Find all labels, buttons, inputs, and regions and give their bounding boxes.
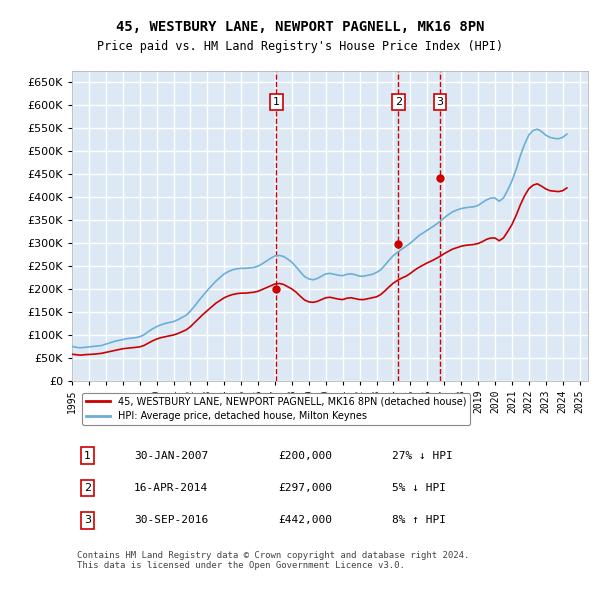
Text: 30-SEP-2016: 30-SEP-2016 <box>134 516 208 526</box>
Text: 16-APR-2014: 16-APR-2014 <box>134 483 208 493</box>
Text: £200,000: £200,000 <box>278 451 332 461</box>
Text: £297,000: £297,000 <box>278 483 332 493</box>
Text: 8% ↑ HPI: 8% ↑ HPI <box>392 516 446 526</box>
Text: 1: 1 <box>84 451 91 461</box>
Text: 2: 2 <box>395 97 402 107</box>
Text: 30-JAN-2007: 30-JAN-2007 <box>134 451 208 461</box>
Text: 1: 1 <box>273 97 280 107</box>
Text: Contains HM Land Registry data © Crown copyright and database right 2024.
This d: Contains HM Land Registry data © Crown c… <box>77 550 470 570</box>
Text: 3: 3 <box>436 97 443 107</box>
Text: 27% ↓ HPI: 27% ↓ HPI <box>392 451 452 461</box>
Legend: 45, WESTBURY LANE, NEWPORT PAGNELL, MK16 8PN (detached house), HPI: Average pric: 45, WESTBURY LANE, NEWPORT PAGNELL, MK16… <box>82 393 470 425</box>
Text: 45, WESTBURY LANE, NEWPORT PAGNELL, MK16 8PN: 45, WESTBURY LANE, NEWPORT PAGNELL, MK16… <box>116 19 484 34</box>
Text: Price paid vs. HM Land Registry's House Price Index (HPI): Price paid vs. HM Land Registry's House … <box>97 40 503 53</box>
Text: 3: 3 <box>84 516 91 526</box>
Text: 5% ↓ HPI: 5% ↓ HPI <box>392 483 446 493</box>
Text: £442,000: £442,000 <box>278 516 332 526</box>
Text: 2: 2 <box>84 483 91 493</box>
